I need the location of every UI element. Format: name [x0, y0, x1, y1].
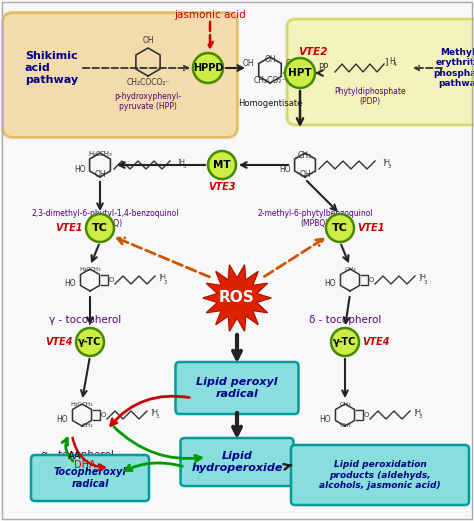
- Text: Tocopheroxyl
radical: Tocopheroxyl radical: [54, 467, 127, 489]
- Text: CH₃: CH₃: [298, 151, 312, 160]
- Polygon shape: [203, 265, 271, 331]
- Text: 3: 3: [156, 415, 159, 419]
- Text: 3: 3: [424, 279, 428, 284]
- Text: H: H: [389, 57, 395, 67]
- Text: VTE3: VTE3: [208, 182, 236, 192]
- Text: 3: 3: [164, 279, 167, 284]
- Text: TC: TC: [92, 223, 108, 233]
- Text: TC: TC: [332, 223, 348, 233]
- Text: O: O: [101, 412, 106, 418]
- Text: HPT: HPT: [288, 68, 312, 78]
- Text: HO: HO: [279, 165, 291, 173]
- Text: VTE2: VTE2: [298, 47, 328, 57]
- Text: OH: OH: [286, 59, 298, 68]
- Text: ]H: ]H: [413, 408, 421, 415]
- FancyBboxPatch shape: [31, 455, 149, 501]
- Circle shape: [86, 214, 114, 242]
- Text: HO: HO: [324, 279, 336, 289]
- Circle shape: [331, 328, 359, 356]
- Text: CH₃: CH₃: [81, 423, 93, 428]
- Text: ]H: ]H: [382, 158, 390, 165]
- Text: OH: OH: [299, 170, 311, 179]
- Text: O: O: [364, 412, 369, 418]
- Circle shape: [208, 151, 236, 179]
- Text: CH₃: CH₃: [339, 423, 351, 428]
- Text: 4: 4: [393, 63, 397, 68]
- Text: HO: HO: [319, 415, 331, 424]
- Text: 3: 3: [419, 415, 422, 419]
- Text: OH: OH: [242, 59, 254, 68]
- Text: H₃C: H₃C: [79, 267, 91, 272]
- Circle shape: [285, 58, 315, 88]
- Text: MT: MT: [213, 160, 231, 170]
- Text: O: O: [109, 277, 114, 283]
- Text: O: O: [369, 277, 374, 283]
- Text: ROS: ROS: [219, 291, 255, 305]
- Text: HPPD: HPPD: [193, 63, 223, 73]
- Text: HO: HO: [74, 165, 86, 173]
- Text: 2,3-dimethyl-6-phytyl-1,4-benzoquinol
(DMPBQ): 2,3-dimethyl-6-phytyl-1,4-benzoquinol (D…: [31, 209, 179, 228]
- Text: CH₂CO₂⁻: CH₂CO₂⁻: [254, 76, 286, 85]
- FancyBboxPatch shape: [175, 362, 299, 414]
- Text: p-hydroxyphenyl-
pyruvate (HPP): p-hydroxyphenyl- pyruvate (HPP): [114, 92, 182, 111]
- Text: jasmonic acid: jasmonic acid: [174, 10, 246, 20]
- Text: H₃C: H₃C: [89, 151, 101, 157]
- Text: 3: 3: [388, 165, 392, 169]
- Text: Lipid
hydroperoxide: Lipid hydroperoxide: [191, 451, 283, 473]
- FancyBboxPatch shape: [287, 19, 474, 125]
- Text: VTE4: VTE4: [362, 337, 390, 347]
- Text: PP: PP: [318, 64, 328, 72]
- Text: DHA: DHA: [74, 460, 96, 470]
- Text: CH₃: CH₃: [100, 151, 112, 157]
- Text: δ - tocopherol: δ - tocopherol: [309, 315, 381, 325]
- Text: OH: OH: [142, 36, 154, 45]
- Text: Lipid peroxyl
radical: Lipid peroxyl radical: [196, 377, 278, 399]
- FancyBboxPatch shape: [2, 13, 237, 138]
- Text: Shikimic
acid
pathway: Shikimic acid pathway: [25, 52, 78, 84]
- Text: 2-methyl-6-phytylbenzoquinol
(MPBQ): 2-methyl-6-phytylbenzoquinol (MPBQ): [257, 209, 373, 228]
- Text: γ - tocopherol: γ - tocopherol: [49, 315, 121, 325]
- Circle shape: [76, 328, 104, 356]
- Text: Homogentisate: Homogentisate: [238, 99, 302, 108]
- Circle shape: [326, 214, 354, 242]
- Text: CH₂COCO₂⁻: CH₂COCO₂⁻: [126, 78, 170, 87]
- Text: γ-TC: γ-TC: [333, 337, 357, 347]
- Text: CH₃: CH₃: [81, 402, 93, 407]
- Text: ]H: ]H: [418, 274, 426, 280]
- Text: VTE1: VTE1: [357, 223, 384, 233]
- Text: CH₃: CH₃: [344, 267, 356, 272]
- Text: CH₃: CH₃: [89, 267, 101, 272]
- Text: HO: HO: [56, 415, 68, 424]
- Text: OH: OH: [94, 170, 106, 179]
- Text: Phytyldiphosphate
(PDP): Phytyldiphosphate (PDP): [334, 87, 406, 106]
- Circle shape: [193, 53, 223, 83]
- Text: ]: ]: [384, 57, 388, 67]
- Text: β - tocopherol: β - tocopherol: [304, 450, 376, 460]
- Text: AA: AA: [68, 451, 82, 461]
- Text: HO: HO: [64, 279, 76, 289]
- Text: γ-TC: γ-TC: [78, 337, 102, 347]
- Text: H₃C: H₃C: [70, 402, 82, 407]
- Text: 3: 3: [183, 165, 186, 169]
- FancyBboxPatch shape: [291, 445, 469, 505]
- Text: OH: OH: [264, 55, 276, 64]
- Text: α - tocopherol: α - tocopherol: [41, 450, 113, 460]
- Text: ]H: ]H: [150, 408, 158, 415]
- Text: VTE1: VTE1: [55, 223, 83, 233]
- Text: ]H: ]H: [177, 158, 185, 165]
- Text: ]H: ]H: [158, 274, 166, 280]
- FancyBboxPatch shape: [181, 438, 293, 486]
- Text: Methyl-
erythritol
phosphate
pathway: Methyl- erythritol phosphate pathway: [433, 48, 474, 88]
- Text: VTE4: VTE4: [46, 337, 73, 347]
- Text: CH₃: CH₃: [339, 402, 351, 407]
- Text: Lipid peroxidation
products (aldehyds,
alcohols, jasmonic acid): Lipid peroxidation products (aldehyds, a…: [319, 460, 441, 490]
